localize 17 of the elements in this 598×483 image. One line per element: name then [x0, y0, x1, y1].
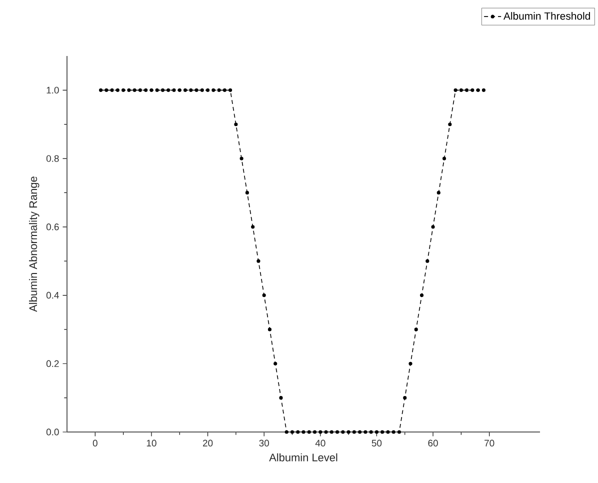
x-tick-label: 40 [315, 440, 326, 446]
x-tick-label: 0 [92, 440, 98, 446]
y-tick-label: 0.2 [46, 360, 59, 367]
x-tick-label: 50 [372, 440, 382, 446]
x-tick-label: 60 [428, 440, 438, 446]
x-tick-label: 20 [202, 440, 213, 446]
y-tick-label: 0.8 [46, 155, 59, 162]
y-tick-label: 1.0 [46, 86, 59, 94]
x-tick-label: 10 [146, 440, 156, 446]
y-axis-title: Albumin Abnormality Range [29, 176, 40, 312]
y-tick-label: 0.6 [46, 224, 59, 230]
y-tick-label: 0.4 [46, 292, 59, 299]
legend-label: Albumin Threshold [503, 12, 590, 20]
x-axis-title: Albumin Level [269, 453, 338, 462]
x-tick-label: 30 [259, 440, 269, 446]
y-tick-label: 0.0 [46, 428, 59, 436]
x-tick-label: 70 [484, 440, 494, 446]
